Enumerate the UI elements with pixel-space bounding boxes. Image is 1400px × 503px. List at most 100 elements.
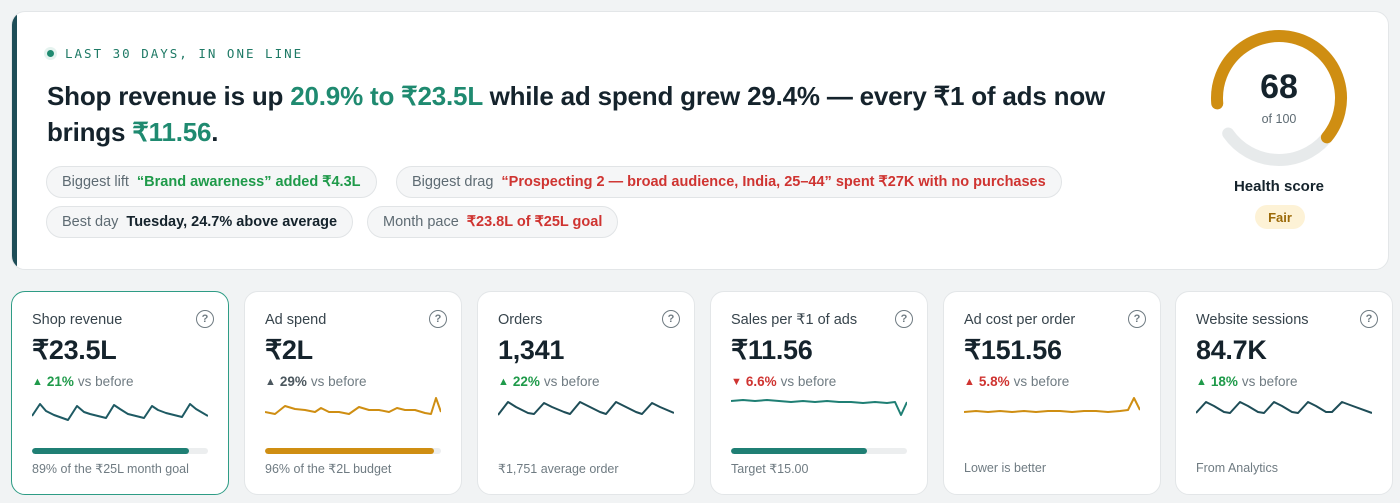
chip-best-day[interactable]: Best day Tuesday, 24.7% above average: [46, 206, 354, 238]
health-score-gauge: [1211, 30, 1347, 166]
kpi-footnote: From Analytics: [1196, 461, 1278, 475]
delta-suffix: vs before: [1013, 374, 1070, 389]
budget-progress-fill: [265, 448, 434, 454]
help-icon[interactable]: ?: [1128, 310, 1146, 328]
delta-percent: 29%: [279, 374, 307, 389]
sparkline: [964, 397, 1140, 413]
headline-highlight-revenue: 20.9% to ₹23.5L: [290, 81, 483, 111]
eyebrow-label: LAST 30 DAYS, IN ONE LINE: [65, 46, 304, 61]
sparkline: [1196, 401, 1372, 414]
chip-value: Tuesday, 24.7% above average: [126, 214, 338, 230]
chip-label: Month pace: [383, 214, 459, 230]
help-icon[interactable]: ?: [662, 310, 680, 328]
delta-percent: 21%: [46, 374, 74, 389]
health-score-max: of 100: [1261, 112, 1297, 126]
summary-headline: Shop revenue is up 20.9% to ₹23.5L while…: [47, 78, 1157, 150]
chip-label: Best day: [62, 214, 119, 230]
delta-percent: 6.6%: [745, 374, 777, 389]
chip-biggest-lift[interactable]: Biggest lift “Brand awareness” added ₹4.…: [46, 166, 377, 198]
chip-value: “Prospecting 2 — broad audience, India, …: [501, 174, 1046, 190]
goal-progress-bar: [32, 448, 208, 454]
help-icon[interactable]: ?: [1360, 310, 1378, 328]
headline-text-1: Shop revenue is up: [47, 81, 291, 111]
sparkline-line: [498, 401, 674, 416]
health-score-label: Health score: [1233, 178, 1325, 195]
kpi-footnote: ₹1,751 average order: [498, 462, 619, 476]
delta-suffix: vs before: [310, 374, 367, 389]
kpi-value: 1,341: [498, 335, 565, 365]
kpi-delta: ▲ 18% vs before: [1196, 374, 1297, 389]
trend-up-icon: ▲: [498, 375, 509, 388]
kpi-delta: ▲ 29% vs before: [265, 374, 366, 389]
kpi-delta: ▲ 22% vs before: [498, 374, 599, 389]
headline-text-3: .: [211, 117, 219, 147]
health-score-value: 68: [1260, 68, 1298, 106]
summary-accent-bar: [12, 12, 17, 269]
sparkline-line: [964, 397, 1140, 413]
delta-percent: 22%: [512, 374, 540, 389]
headline-text-2: while ad spend grew 29.4% — every ₹1 of …: [47, 81, 1106, 147]
chip-value: “Brand awareness” added ₹4.3L: [136, 174, 361, 190]
kpi-delta: ▲ 21% vs before: [32, 374, 133, 389]
kpi-value: ₹2L: [265, 335, 313, 365]
summary-panel: LAST 30 DAYS, IN ONE LINE Shop revenue i…: [11, 11, 1389, 270]
kpi-value: 84.7K: [1196, 335, 1267, 365]
chip-label: Biggest drag: [412, 174, 494, 190]
kpi-card-ad-cost-per-order[interactable]: Ad cost per order ? ₹151.56 ▲ 5.8% vs be…: [943, 291, 1161, 495]
trend-up-icon: ▲: [1196, 375, 1207, 388]
target-progress-fill: [731, 448, 867, 454]
health-status-badge: Fair: [1255, 205, 1305, 229]
trend-up-icon: ▲: [265, 375, 276, 388]
sparkline-line: [1196, 401, 1372, 414]
kpi-footnote: Target ₹15.00: [731, 462, 809, 476]
sparkline: [731, 399, 907, 416]
sparkline: [265, 397, 441, 415]
sparkline: [498, 401, 674, 416]
kpi-value: ₹11.56: [731, 335, 813, 365]
chip-value: ₹23.8L of ₹25L goal: [466, 214, 603, 230]
sparkline-line: [32, 403, 208, 421]
kpi-footnote: 96% of the ₹2L budget: [265, 462, 392, 476]
trend-down-icon: ▼: [731, 375, 742, 388]
trend-up-icon: ▲: [964, 375, 975, 388]
kpi-value: ₹151.56: [964, 335, 1062, 365]
kpi-footnote: 89% of the ₹25L month goal: [32, 462, 189, 476]
kpi-title: Ad spend: [265, 312, 327, 328]
kpi-title: Shop revenue: [32, 312, 123, 328]
headline-highlight-roas: ₹11.56: [132, 117, 212, 147]
help-icon[interactable]: ?: [196, 310, 214, 328]
sparkline-line: [731, 399, 907, 416]
summary-eyebrow: LAST 30 DAYS, IN ONE LINE: [44, 46, 303, 61]
kpi-card-ad-spend[interactable]: Ad spend ? ₹2L ▲ 29% vs before 96% of th…: [244, 291, 462, 495]
kpi-card-sales-per-ad-rupee[interactable]: Sales per ₹1 of ads ? ₹11.56 ▼ 6.6% vs b…: [710, 291, 928, 495]
help-icon[interactable]: ?: [429, 310, 447, 328]
kpi-value: ₹23.5L: [32, 335, 117, 365]
chip-biggest-drag[interactable]: Biggest drag “Prospecting 2 — broad audi…: [396, 166, 1062, 198]
kpi-delta: ▲ 5.8% vs before: [964, 374, 1069, 389]
help-icon[interactable]: ?: [895, 310, 913, 328]
kpi-title: Website sessions: [1196, 312, 1309, 328]
kpi-delta: ▼ 6.6% vs before: [731, 374, 836, 389]
kpi-footnote: Lower is better: [964, 461, 1046, 475]
delta-percent: 18%: [1210, 374, 1238, 389]
budget-progress-bar: [265, 448, 441, 454]
kpi-card-orders[interactable]: Orders ? 1,341 ▲ 22% vs before ₹1,751 av…: [477, 291, 695, 495]
kpi-card-shop-revenue[interactable]: Shop revenue ? ₹23.5L ▲ 21% vs before 89…: [11, 291, 229, 495]
status-dot-icon: [44, 47, 57, 60]
kpi-title: Orders: [498, 312, 543, 328]
goal-progress-fill: [32, 448, 189, 454]
delta-suffix: vs before: [1241, 374, 1298, 389]
chip-month-pace[interactable]: Month pace ₹23.8L of ₹25L goal: [367, 206, 619, 238]
delta-suffix: vs before: [77, 374, 134, 389]
target-progress-bar: [731, 448, 907, 454]
delta-suffix: vs before: [780, 374, 837, 389]
kpi-card-website-sessions[interactable]: Website sessions ? 84.7K ▲ 18% vs before…: [1175, 291, 1393, 495]
sparkline: [32, 403, 208, 421]
sparkline-line: [265, 397, 441, 415]
gauge-value-arc: [1211, 30, 1347, 144]
kpi-title: Sales per ₹1 of ads: [731, 312, 858, 328]
delta-percent: 5.8%: [978, 374, 1010, 389]
delta-suffix: vs before: [543, 374, 600, 389]
chip-label: Biggest lift: [62, 174, 129, 190]
trend-up-icon: ▲: [32, 375, 43, 388]
